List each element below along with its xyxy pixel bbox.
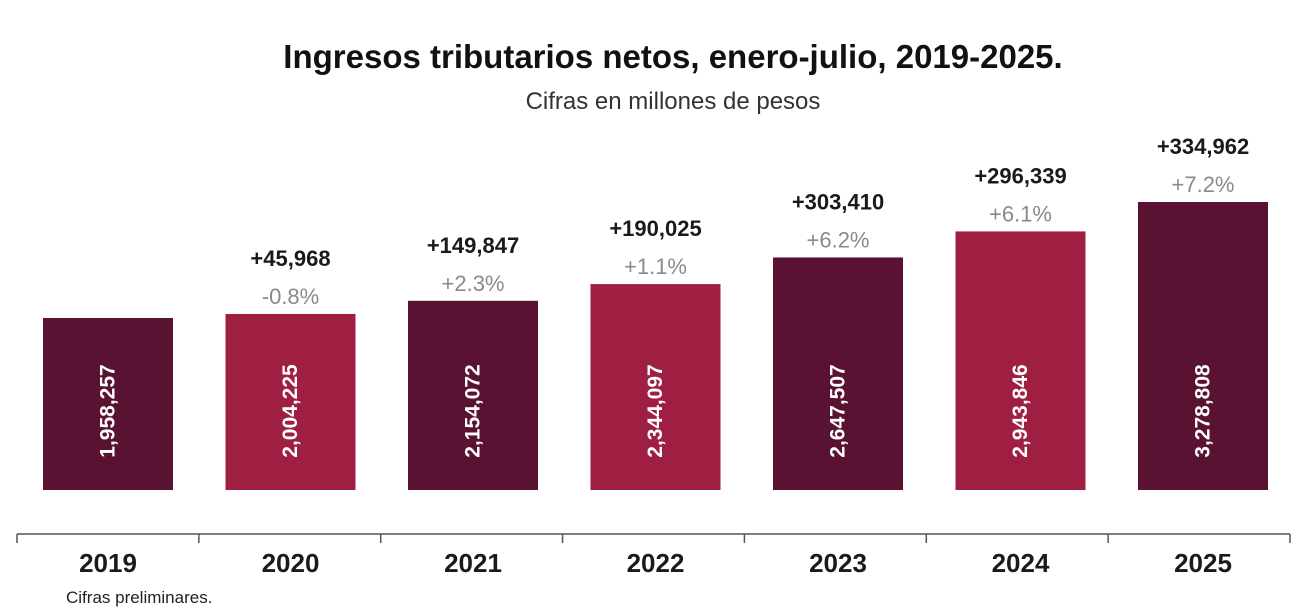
abs-change-label: +149,847 bbox=[427, 233, 519, 258]
bar-2023 bbox=[773, 257, 903, 490]
bar-value-label: 3,278,808 bbox=[1192, 364, 1215, 458]
bar-2019 bbox=[43, 317, 173, 490]
bar-value-label: 1,958,257 bbox=[97, 364, 120, 457]
bar-value-label: 2,943,846 bbox=[1009, 364, 1032, 457]
abs-change-label: +45,968 bbox=[250, 246, 330, 271]
x-tick-label: 2020 bbox=[262, 548, 320, 578]
chart-title: Ingresos tributarios netos, enero-julio,… bbox=[283, 38, 1063, 75]
pct-change-label: +1.1% bbox=[624, 254, 687, 279]
bar-value-label: 2,647,507 bbox=[827, 364, 850, 457]
abs-change-label: +190,025 bbox=[609, 216, 701, 241]
bar-2024 bbox=[955, 231, 1086, 490]
chart-subtitle: Cifras en millones de pesos bbox=[525, 88, 821, 115]
pct-change-label: +6.2% bbox=[807, 227, 870, 252]
bar-2020 bbox=[225, 313, 356, 490]
x-tick-label: 2024 bbox=[992, 548, 1050, 578]
footnote: Cifras preliminares. bbox=[66, 588, 213, 607]
bar-value-label: 2,004,225 bbox=[279, 364, 302, 458]
abs-change-label: +303,410 bbox=[792, 189, 884, 214]
bar-2025 bbox=[1138, 202, 1268, 490]
x-tick-label: 2025 bbox=[1174, 548, 1232, 578]
pct-change-label: -0.8% bbox=[262, 284, 319, 309]
bar-2021 bbox=[408, 300, 538, 490]
bar-value-label: 2,154,072 bbox=[462, 364, 485, 457]
pct-change-label: +7.2% bbox=[1172, 172, 1235, 197]
x-tick-label: 2023 bbox=[809, 548, 867, 578]
abs-change-label: +334,962 bbox=[1157, 134, 1249, 159]
abs-change-label: +296,339 bbox=[974, 163, 1066, 188]
pct-change-label: +6.1% bbox=[989, 201, 1052, 226]
x-tick-label: 2021 bbox=[444, 548, 502, 578]
bar-value-label: 2,344,097 bbox=[644, 364, 667, 457]
pct-change-label: +2.3% bbox=[442, 271, 505, 296]
x-tick-label: 2022 bbox=[627, 548, 685, 578]
bar-2022 bbox=[590, 284, 721, 490]
x-tick-label: 2019 bbox=[79, 548, 137, 578]
